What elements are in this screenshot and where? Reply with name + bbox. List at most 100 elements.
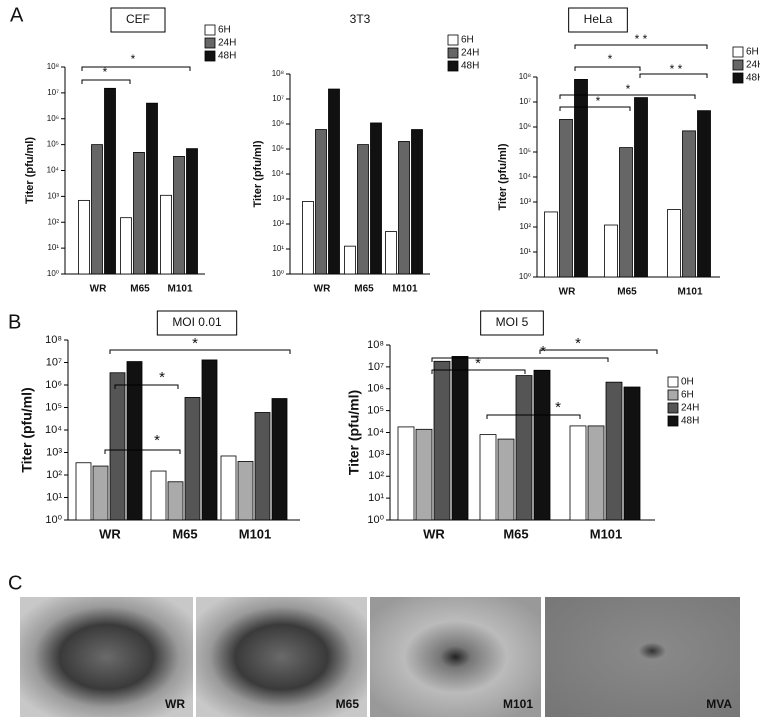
bar (479, 434, 497, 521)
bar (104, 87, 116, 275)
x-tick-label: WR (423, 526, 445, 541)
bar (619, 147, 633, 278)
y-tick-label: 10⁷ (46, 356, 62, 368)
x-tick-label: M101 (392, 284, 417, 295)
significance-bracket (574, 44, 708, 49)
y-axis-label: Titer (pfu/ml) (497, 143, 509, 210)
y-tick-label: 10² (47, 217, 59, 226)
y-tick-label: 10⁶ (519, 122, 531, 131)
bar (237, 461, 254, 521)
y-tick-label: 10⁸ (45, 334, 62, 346)
bar (160, 194, 172, 275)
significance-mark: * (154, 432, 160, 449)
y-tick-label: 10³ (368, 448, 384, 460)
y-tick-label: 10⁵ (47, 140, 59, 149)
significance-mark: * (540, 343, 546, 360)
legend-swatch (667, 402, 679, 414)
legend-label: 48H (746, 73, 760, 84)
bar (411, 129, 423, 275)
image-label: WR (165, 697, 185, 711)
y-tick-label: 10⁶ (45, 379, 62, 391)
bar (497, 438, 515, 521)
legend-label: 6H (218, 25, 231, 36)
y-tick-label: 10² (272, 219, 284, 228)
chart-title: CEF (126, 12, 150, 26)
plaque-image (370, 597, 541, 717)
significance-mark: * (159, 369, 165, 386)
panel-label: B (8, 311, 21, 333)
x-tick-label: M65 (172, 526, 197, 541)
significance-mark: * * (635, 32, 648, 46)
bar (78, 199, 90, 275)
y-tick-label: 10⁰ (367, 514, 384, 526)
legend-swatch (447, 34, 459, 46)
y-tick-label: 10⁴ (519, 172, 532, 181)
bar (587, 425, 605, 521)
bar (167, 481, 184, 521)
significance-bracket (539, 349, 658, 354)
x-tick-label: M65 (130, 284, 150, 295)
image-label: M65 (336, 697, 360, 711)
significance-mark: * (192, 335, 198, 352)
legend-swatch (732, 72, 744, 84)
legend-label: 48H (461, 61, 479, 72)
y-tick-label: 10⁸ (367, 339, 384, 351)
bar (544, 211, 558, 278)
bar (559, 119, 573, 278)
significance-bracket (431, 369, 526, 374)
x-tick-label: WR (99, 526, 121, 541)
y-tick-label: 10⁷ (368, 361, 384, 373)
significance-mark: * * (670, 62, 683, 76)
image-label: MVA (706, 697, 732, 711)
bar (109, 372, 126, 521)
bar (634, 97, 648, 278)
y-tick-label: 10¹ (519, 247, 531, 256)
y-tick-label: 10³ (272, 194, 284, 203)
y-tick-label: 10⁶ (272, 119, 284, 128)
y-tick-label: 10³ (519, 197, 531, 206)
y-tick-label: 10⁴ (367, 426, 384, 438)
y-tick-label: 10⁵ (45, 401, 62, 413)
legend-label: 24H (218, 38, 236, 49)
significance-mark: * (103, 65, 108, 79)
y-tick-label: 10² (368, 470, 384, 482)
title-box (110, 7, 166, 33)
bar (271, 398, 288, 521)
significance-mark: * (555, 399, 561, 416)
title-box (480, 310, 544, 336)
bar (220, 455, 237, 521)
bar (682, 130, 696, 278)
panel-label: C (8, 572, 22, 594)
y-tick-label: 10⁸ (47, 62, 59, 71)
chart-title: HeLa (584, 12, 613, 26)
bar (357, 144, 369, 275)
legend-label: 48H (681, 416, 699, 427)
y-tick-label: 10⁶ (367, 383, 384, 395)
title-box (156, 310, 238, 336)
y-tick-label: 10⁷ (519, 97, 531, 106)
legend-label: 6H (746, 47, 759, 58)
x-tick-label: M65 (617, 287, 637, 298)
y-axis-label: Titer (pfu/ml) (24, 137, 36, 204)
y-axis-label: Titer (pfu/ml) (19, 387, 35, 472)
significance-bracket (109, 349, 291, 354)
legend-swatch (204, 37, 216, 49)
x-tick-label: M65 (503, 526, 528, 541)
legend-swatch (447, 47, 459, 59)
bar (75, 462, 92, 521)
significance-bracket (81, 79, 131, 84)
legend-label: 6H (461, 35, 474, 46)
x-tick-label: M101 (167, 284, 192, 295)
y-tick-label: 10³ (47, 191, 59, 200)
significance-bracket (559, 94, 696, 99)
y-tick-label: 10⁸ (272, 69, 284, 78)
legend-label: 24H (461, 48, 479, 59)
legend-swatch (732, 46, 744, 58)
significance-bracket (574, 66, 641, 71)
y-tick-label: 10³ (46, 446, 62, 458)
y-tick-label: 10¹ (272, 244, 284, 253)
bar (398, 141, 410, 275)
x-tick-label: WR (559, 287, 576, 298)
y-tick-label: 10⁴ (47, 166, 60, 175)
significance-bracket (104, 449, 181, 454)
